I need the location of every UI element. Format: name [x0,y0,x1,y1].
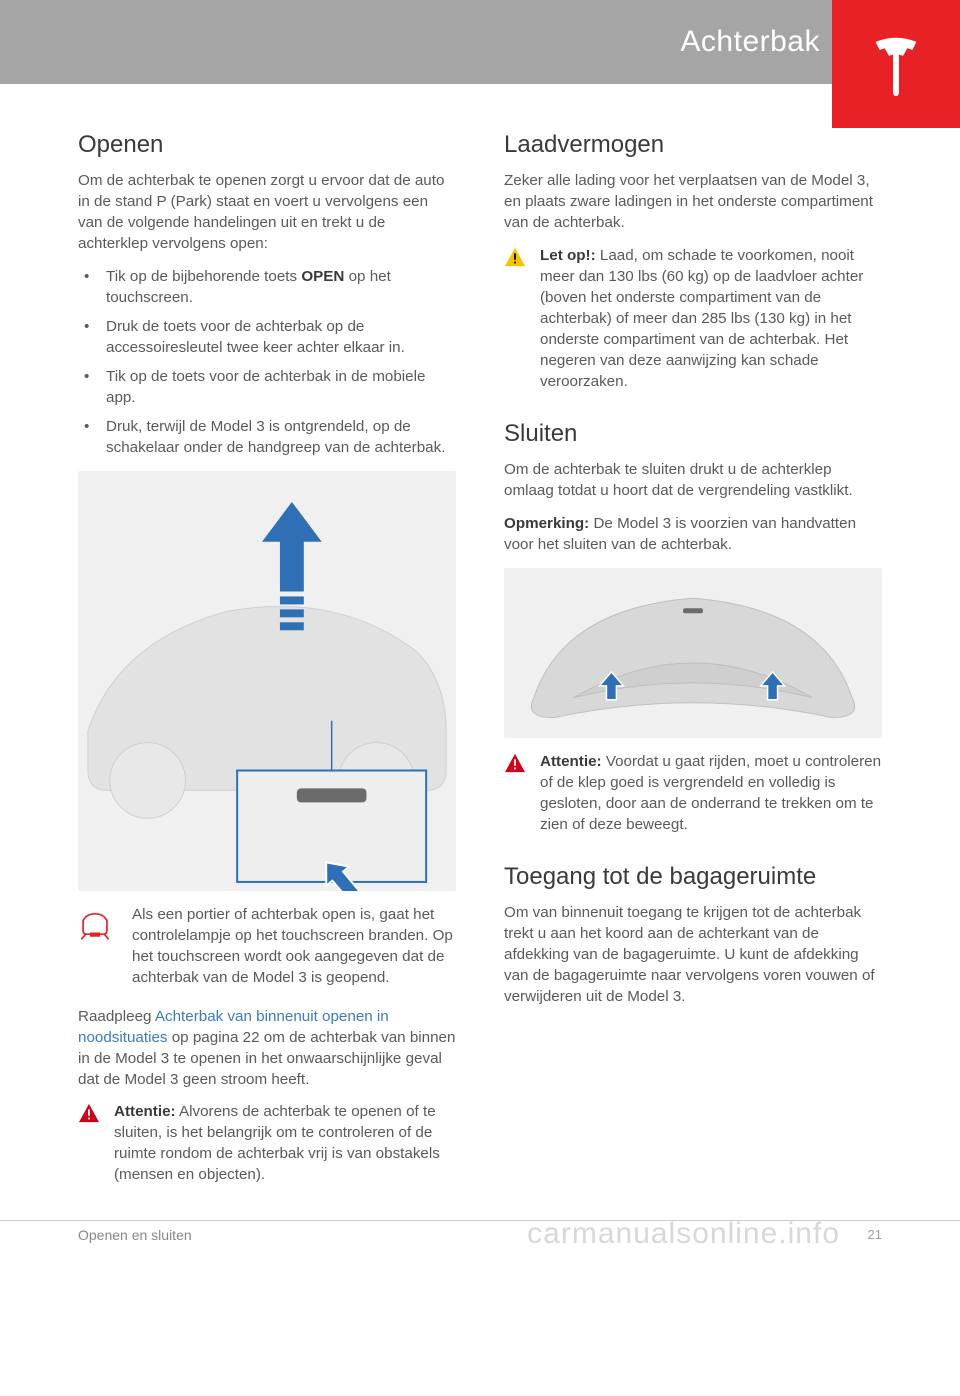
open-step-3: Tik op de toets voor de achterbak in de … [78,367,456,409]
open-intro-text: Om de achterbak te openen zorgt u ervoor… [78,171,456,255]
load-intro-text: Zeker alle lading voor het verplaatsen v… [504,171,882,234]
heading-openen: Openen [78,128,456,161]
tesla-logo-icon [866,29,926,99]
letop-body: Laad, om schade te voorkomen, nooit meer… [540,247,863,390]
door-open-note-text: Als een portier of achterbak open is, ga… [132,905,456,989]
raadpleeg-pre: Raadpleeg [78,1008,155,1025]
left-column: Openen Om de achterbak te openen zorgt u… [78,128,456,1200]
open-step-4: Druk, terwijl de Model 3 is ontgrendeld,… [78,417,456,459]
heading-sluiten: Sluiten [504,417,882,450]
close-text: Om de achterbak te sluiten drukt u de ac… [504,460,882,502]
attentie-obstacle-row: Attentie: Alvorens de achterbak te opene… [78,1102,456,1186]
warning-triangle-red-icon [78,1102,102,1186]
attentie-obstacle-text: Attentie: Alvorens de achterbak te opene… [114,1102,456,1186]
open-steps-list: Tik op de bijbehorende toets OPEN op het… [78,267,456,459]
page-footer: Openen en sluiten 21 [0,1220,960,1257]
attentie-drive-text: Attentie: Voordat u gaat rijden, moet u … [540,752,882,836]
letop-label: Let op!: [540,247,596,264]
page-header: Achterbak [0,0,960,84]
brand-logo-box [832,0,960,128]
opmerking-label: Opmerking: [504,515,589,532]
letop-text: Let op!: Laad, om schade te voorkomen, n… [540,246,882,393]
door-open-note-row: Als een portier of achterbak open is, ga… [78,905,456,989]
open-step-1a: Tik op de bijbehorende toets [106,268,301,285]
warning-triangle-yellow-icon [504,246,528,393]
right-column: Laadvermogen Zeker alle lading voor het … [504,128,882,1200]
door-open-icon [78,905,118,989]
open-step-1: Tik op de bijbehorende toets OPEN op het… [78,267,456,309]
content-area: Openen Om de achterbak te openen zorgt u… [0,84,960,1200]
heading-laadvermogen: Laadvermogen [504,128,882,161]
footer-page-number: 21 [868,1227,882,1243]
footer-section-label: Openen en sluiten [78,1227,192,1243]
attentie-drive-row: Attentie: Voordat u gaat rijden, moet u … [504,752,882,836]
access-text: Om van binnenuit toegang te krijgen tot … [504,903,882,1008]
attentie-drive-label: Attentie: [540,753,602,770]
attentie-obstacle-label: Attentie: [114,1103,176,1120]
figure-trunk-lid [504,568,882,738]
open-step-1b: OPEN [301,268,344,285]
letop-row: Let op!: Laad, om schade te voorkomen, n… [504,246,882,393]
opmerking-paragraph: Opmerking: De Model 3 is voorzien van ha… [504,514,882,556]
heading-toegang: Toegang tot de bagageruimte [504,860,882,893]
raadpleeg-paragraph: Raadpleeg Achterbak van binnenuit openen… [78,1007,456,1091]
open-step-2: Druk de toets voor de achterbak op de ac… [78,317,456,359]
warning-triangle-red-icon-2 [504,752,528,836]
figure-rear-open [78,471,456,891]
page-title: Achterbak [680,0,820,84]
